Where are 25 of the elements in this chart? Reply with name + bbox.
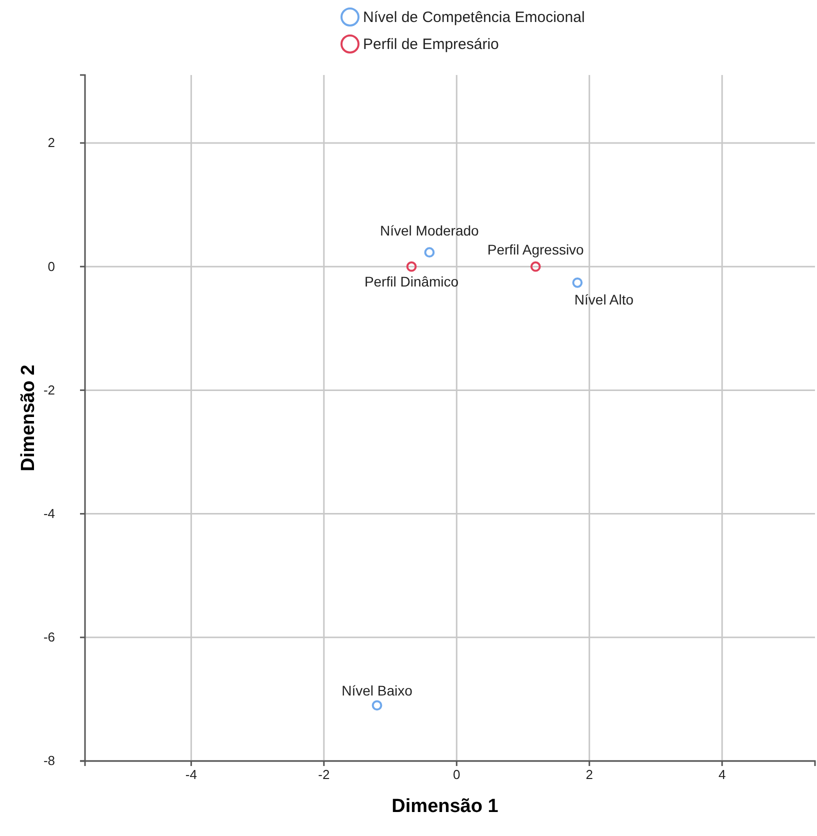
point	[424, 247, 435, 258]
x-tick-label: -4	[185, 767, 197, 782]
x-tick-label: -2	[318, 767, 330, 782]
annotation: Nível Baixo	[342, 682, 413, 698]
annotation: Nível Moderado	[380, 222, 480, 238]
y-tick-label: 0	[48, 258, 55, 274]
y-tick-label: -8	[43, 753, 55, 768]
x-tick-label: 0	[453, 767, 460, 782]
legend-label: Nível de Competência Emocional	[363, 9, 585, 26]
y-tick-label: -6	[43, 630, 55, 645]
y-axis-title: Dimensão 2	[18, 364, 39, 472]
point	[406, 261, 417, 272]
point	[530, 261, 541, 272]
y-tick-label: -2	[43, 382, 55, 398]
point	[572, 277, 583, 288]
annotation: Nível Alto	[574, 292, 634, 308]
x-tick-label: 2	[586, 767, 593, 782]
annotation: Perfil Agressivo	[487, 242, 584, 258]
x-tick-label: 4	[718, 767, 726, 782]
point	[372, 700, 382, 711]
annotation: Perfil Dinâmico	[364, 274, 459, 290]
x-axis-title: Dimensão 1	[392, 796, 499, 817]
legend-label: Perfil de Empresário	[363, 36, 499, 53]
y-tick-label: 2	[48, 135, 55, 150]
y-tick-label: -4	[43, 506, 55, 521]
